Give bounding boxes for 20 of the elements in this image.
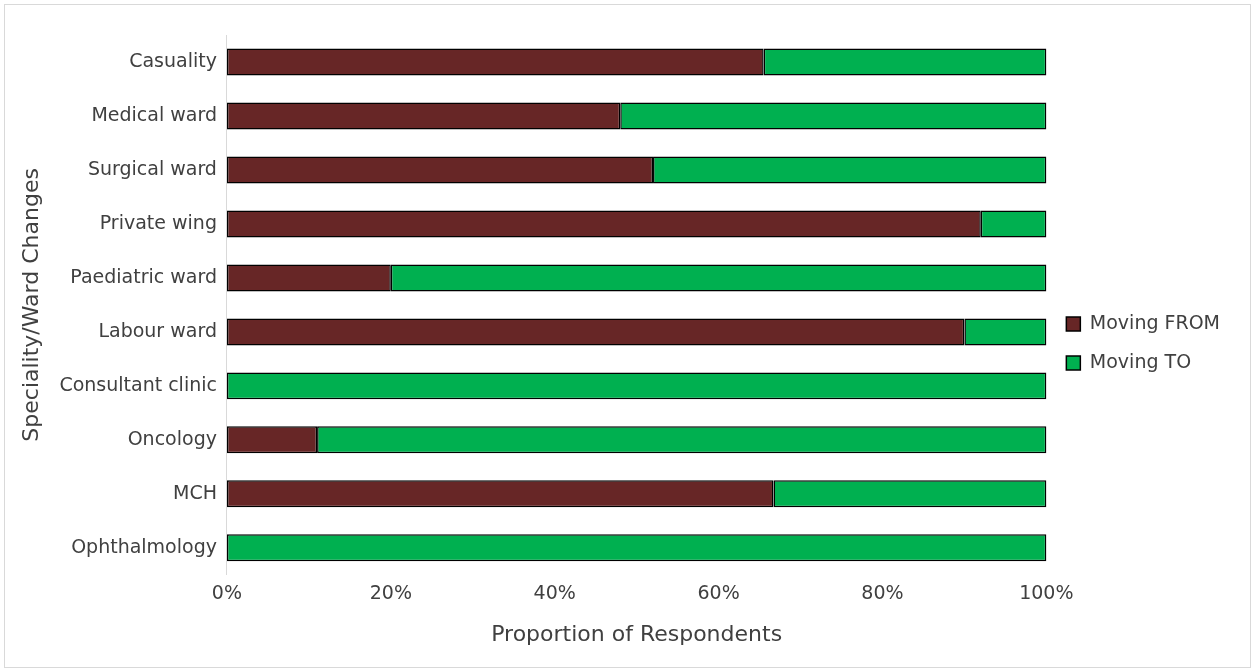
legend-label: Moving TO [1089, 349, 1192, 372]
legend-label: Moving FROM [1089, 310, 1221, 333]
x-tick-label: 80% [861, 581, 904, 604]
x-tick-label: 40% [533, 581, 576, 604]
y-tick-label: Medical ward [91, 102, 217, 125]
y-tick-label: MCH [172, 480, 217, 503]
x-tick-label: 0% [211, 581, 243, 604]
y-tick-label: Private wing [99, 210, 217, 233]
y-tick-label: Paediatric ward [70, 264, 217, 287]
y-tick-label: Surgical ward [87, 156, 217, 179]
x-axis-title: Proportion of Respondents [491, 620, 783, 646]
y-tick-label: Ophthalmology [71, 534, 217, 557]
y-tick-label: Labour ward [98, 318, 217, 341]
y-tick-label: Oncology [127, 426, 217, 449]
y-axis-title: Speciality/Ward Changes [17, 168, 43, 442]
x-tick-label: 100% [1019, 581, 1074, 604]
x-tick-label: 20% [369, 581, 412, 604]
y-tick-label: Consultant clinic [59, 372, 217, 395]
y-tick-label: Casuality [129, 48, 217, 71]
x-tick-label: 60% [697, 581, 740, 604]
